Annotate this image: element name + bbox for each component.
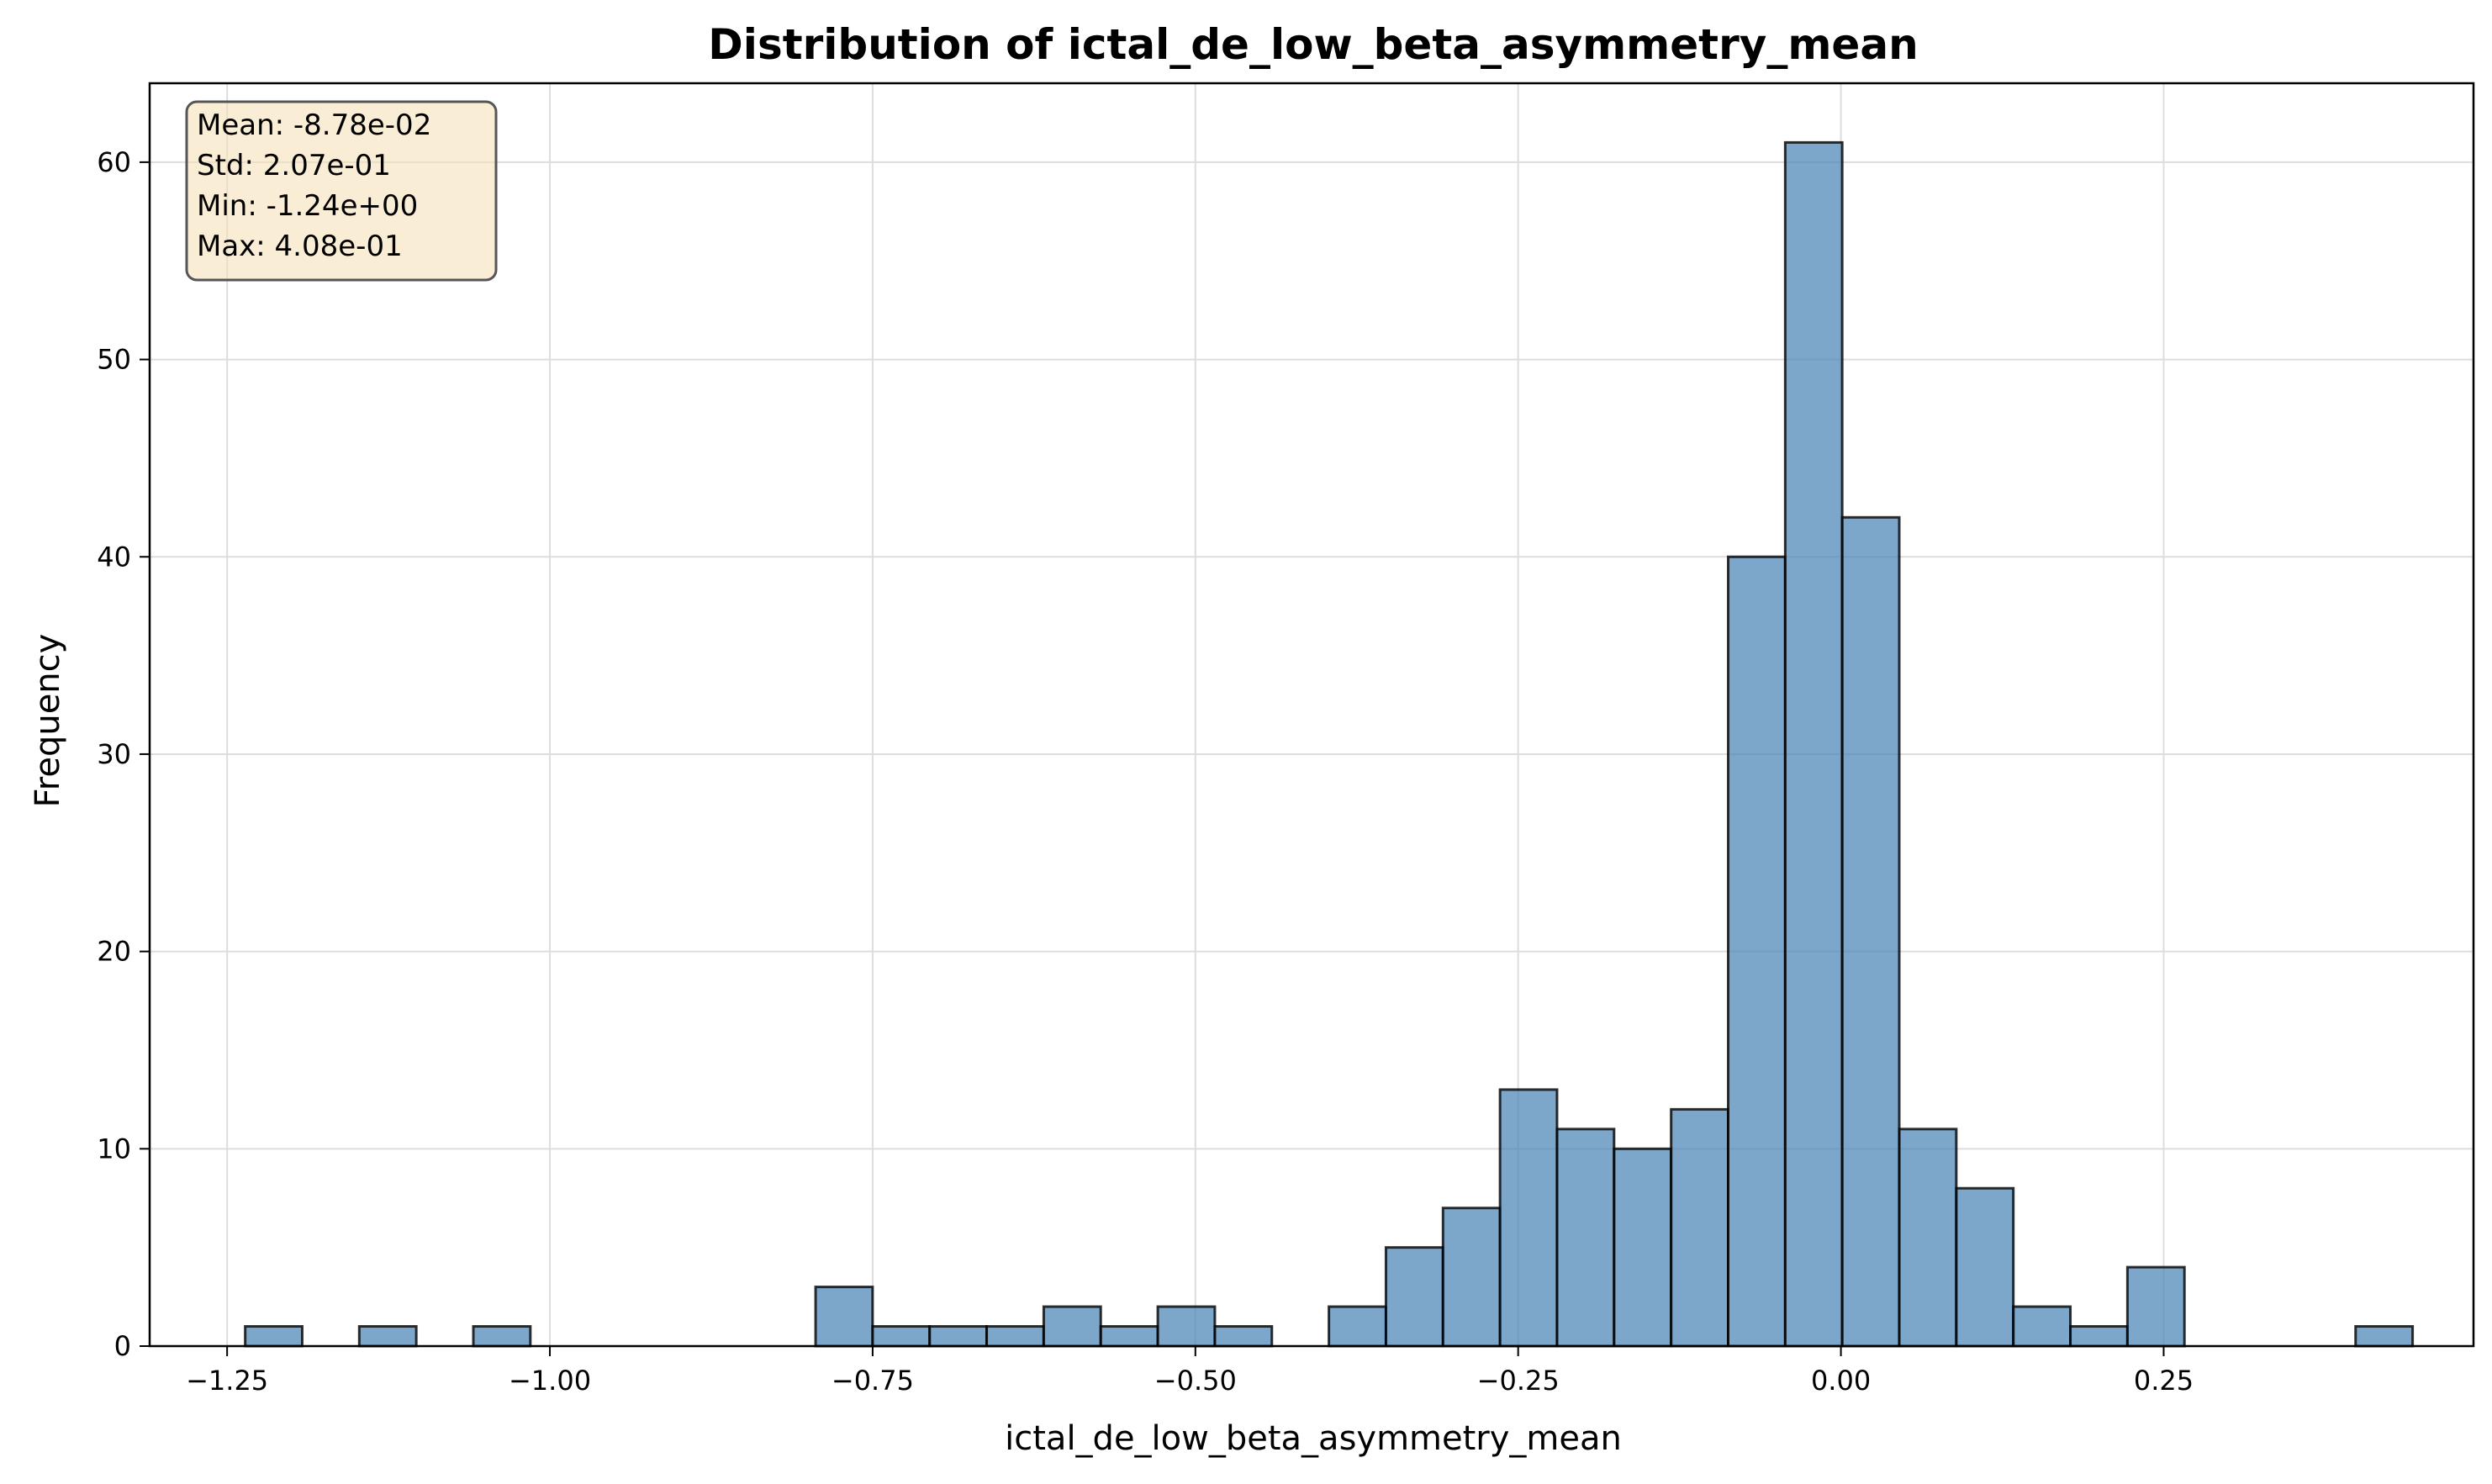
y-tick-label: 0 (114, 1330, 131, 1362)
y-axis-ticks: 0 10 20 30 40 50 60 (97, 146, 150, 1362)
histogram-bar (2012, 1305, 2072, 1348)
histogram-bar (1613, 1147, 1673, 1348)
histogram-bar (1898, 1128, 1958, 1348)
grid-lines (150, 83, 2474, 1347)
y-tick-label: 60 (97, 146, 131, 178)
y-tick-label: 20 (97, 936, 131, 968)
chart-title: Distribution of ictal_de_low_beta_asymme… (708, 20, 1918, 69)
histogram-bar (1441, 1207, 1502, 1348)
histogram-bar (1042, 1305, 1102, 1348)
stats-max: Max: 4.08e-01 (197, 230, 403, 263)
histogram-bar (2125, 1265, 2186, 1348)
histogram-bar (1384, 1246, 1444, 1348)
y-tick-label: 10 (97, 1133, 131, 1164)
histogram-bar (928, 1325, 989, 1348)
x-tick-label: −1.00 (509, 1365, 591, 1397)
x-tick-label: −0.75 (832, 1365, 914, 1397)
histogram-bar (1555, 1128, 1616, 1348)
plot-frame (148, 82, 2475, 1348)
stats-mean: Mean: -8.78e-02 (197, 108, 431, 142)
histogram-bar (472, 1325, 532, 1348)
histogram-bar (1726, 555, 1787, 1348)
histogram-bar (814, 1286, 874, 1348)
histogram-bar (1670, 1107, 1729, 1348)
histogram-bar (1328, 1305, 1387, 1348)
histogram-bar (1783, 140, 1844, 1348)
histogram-bar (2354, 1325, 2415, 1348)
x-axis-label: ictal_de_low_beta_asymmetry_mean (1005, 1419, 1622, 1458)
x-tick-label: 0.00 (1811, 1365, 1871, 1397)
x-axis-ticks: −1.25 −1.00 −0.75 −0.50 −0.25 0.00 0.25 (186, 1346, 2194, 1397)
stats-std: Std: 2.07e-01 (197, 149, 391, 182)
y-tick-label: 40 (97, 541, 131, 573)
histogram-bar (871, 1325, 932, 1348)
histogram-bar (2069, 1325, 2129, 1348)
histogram-bar (1955, 1186, 2015, 1348)
x-tick-label: −1.25 (186, 1365, 268, 1397)
y-tick-label: 30 (97, 738, 131, 770)
stats-box-background (185, 100, 498, 282)
x-tick-label: −0.25 (1477, 1365, 1560, 1397)
stats-box: Mean: -8.78e-02 Std: 2.07e-01 Min: -1.24… (185, 100, 498, 282)
histogram-bars (244, 140, 2415, 1348)
stats-min: Min: -1.24e+00 (197, 189, 418, 223)
y-tick-label: 50 (97, 344, 131, 376)
x-tick-label: 0.25 (2134, 1365, 2194, 1397)
x-tick-label: −0.50 (1154, 1365, 1237, 1397)
histogram-bar (1099, 1325, 1159, 1348)
histogram-bar (1498, 1088, 1559, 1348)
histogram-bar (1840, 515, 1901, 1348)
histogram-bar (357, 1325, 418, 1348)
histogram-bar (1156, 1305, 1217, 1348)
histogram-bar (1213, 1325, 1274, 1348)
histogram-bar (244, 1325, 304, 1348)
histogram-bar (985, 1325, 1045, 1348)
y-axis-label: Frequency (29, 634, 67, 808)
